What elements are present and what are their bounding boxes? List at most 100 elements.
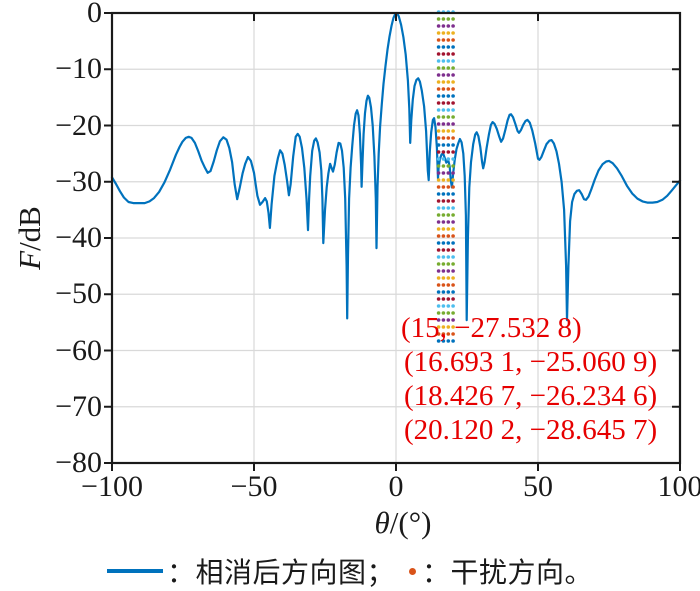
interference-dot <box>451 52 455 56</box>
interference-dot <box>436 304 441 308</box>
interference-dot <box>441 213 446 217</box>
interference-dot <box>441 129 446 133</box>
interference-dot <box>451 101 455 105</box>
interference-dot <box>436 178 441 182</box>
interference-dot <box>446 234 451 238</box>
interference-dot <box>451 150 455 154</box>
interference-dot <box>446 269 451 273</box>
interference-dot <box>446 31 451 35</box>
interference-dot <box>451 94 455 98</box>
interference-dot <box>451 143 455 147</box>
interference-dot <box>446 248 451 252</box>
interference-dot <box>441 220 446 224</box>
interference-dot <box>441 136 446 140</box>
interference-dot <box>451 311 455 315</box>
interference-dot <box>446 185 451 189</box>
interference-dot <box>436 66 441 70</box>
interference-dot <box>436 80 441 84</box>
interference-dot <box>451 325 455 329</box>
x-tick-label: 0 <box>388 470 404 503</box>
interference-dot <box>446 227 451 231</box>
annotation-coordinate: (18.426 7, −26.234 6) <box>404 380 658 412</box>
interference-dot <box>451 297 455 301</box>
interference-dot <box>436 108 441 112</box>
interference-dot <box>436 52 441 56</box>
interference-dot <box>436 227 441 231</box>
y-tick-label: −20 <box>55 108 102 142</box>
interference-dot <box>451 59 455 63</box>
interference-dot <box>446 80 451 84</box>
interference-dot <box>446 290 451 294</box>
interference-dot <box>441 192 446 196</box>
interference-dot <box>436 311 441 315</box>
interference-dot <box>446 171 451 175</box>
interference-dot <box>436 164 441 168</box>
interference-dot <box>436 24 441 28</box>
interference-dot <box>451 283 455 287</box>
interference-dot <box>451 227 455 231</box>
interference-dot <box>441 206 446 210</box>
interference-dot <box>436 17 441 21</box>
legend-label-interference: ：干扰方向。 <box>422 558 594 589</box>
interference-dot <box>441 199 446 203</box>
interference-dot <box>446 255 451 259</box>
interference-dot <box>441 262 446 266</box>
interference-dot <box>441 325 446 329</box>
interference-dot <box>436 262 441 266</box>
interference-dot <box>446 66 451 70</box>
interference-dot <box>441 150 446 154</box>
interference-dot <box>446 24 451 28</box>
interference-dot <box>446 283 451 287</box>
y-axis-unit: /dB <box>12 206 47 251</box>
interference-dot <box>451 108 455 112</box>
interference-dot <box>446 332 451 336</box>
interference-dot <box>451 339 455 343</box>
interference-dot <box>441 311 446 315</box>
interference-dot <box>441 276 446 280</box>
interference-dot <box>451 206 455 210</box>
interference-dot <box>436 220 441 224</box>
interference-dot <box>446 192 451 196</box>
interference-dot <box>451 241 455 245</box>
x-axis-unit: /(°) <box>389 505 432 540</box>
legend-dot-swatch <box>409 567 416 575</box>
interference-dot <box>451 136 455 140</box>
interference-dot <box>451 234 455 238</box>
annotation-coordinate: (20.120 2, −28.645 7) <box>404 414 658 446</box>
interference-dot <box>436 318 441 322</box>
interference-dot <box>451 290 455 294</box>
y-tick-label: 0 <box>87 0 102 29</box>
interference-dot <box>451 45 455 49</box>
interference-dot <box>446 101 451 105</box>
interference-dot <box>441 290 446 294</box>
interference-dot <box>446 52 451 56</box>
annotation-coordinate: (15, −27.532 8) <box>401 312 582 344</box>
interference-dot <box>451 171 455 175</box>
interference-dot <box>441 115 446 119</box>
interference-dot <box>436 283 441 287</box>
interference-dot <box>451 255 455 259</box>
legend-line-swatch <box>106 569 163 573</box>
interference-dot <box>441 94 446 98</box>
y-tick-label: −50 <box>55 277 102 311</box>
interference-dot <box>441 66 446 70</box>
interference-dot <box>446 220 451 224</box>
interference-dot <box>441 227 446 231</box>
interference-dot <box>441 297 446 301</box>
interference-dot <box>436 290 441 294</box>
interference-dot <box>446 122 451 126</box>
interference-dot <box>436 332 441 336</box>
interference-dot <box>436 199 441 203</box>
interference-dot <box>451 213 455 217</box>
interference-dot <box>441 283 446 287</box>
interference-dot <box>451 248 455 252</box>
interference-dot <box>441 52 446 56</box>
interference-dot <box>446 59 451 63</box>
interference-dot <box>441 80 446 84</box>
y-axis-symbol: F <box>12 250 47 270</box>
interference-dot <box>446 45 451 49</box>
interference-dot <box>436 297 441 301</box>
interference-dot <box>451 192 455 196</box>
interference-dot <box>441 73 446 77</box>
y-tick-label: −40 <box>55 221 102 254</box>
